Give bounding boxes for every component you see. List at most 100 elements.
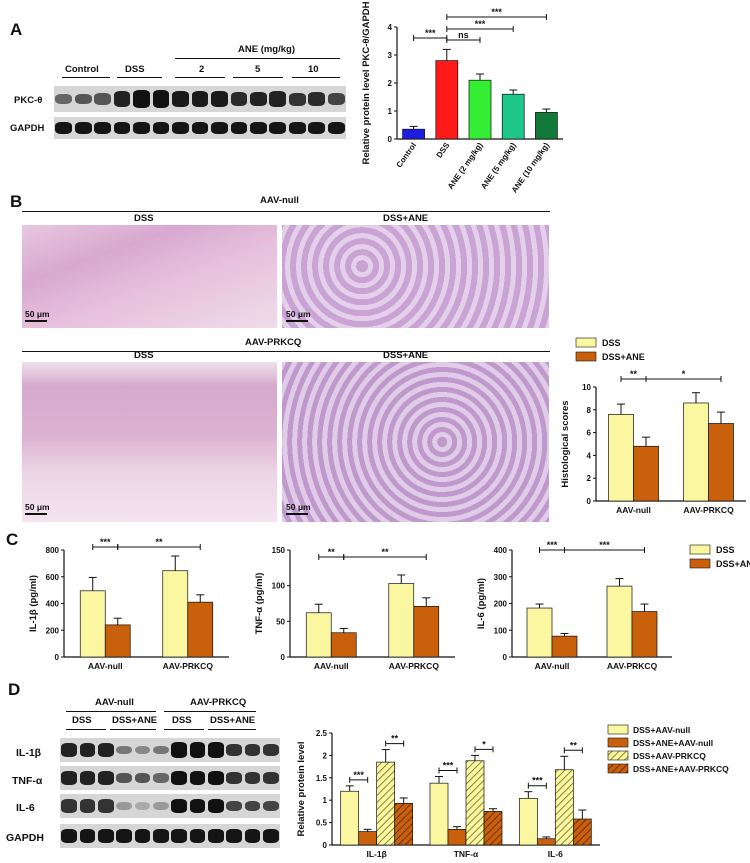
- blot-band: [171, 742, 188, 758]
- bar-AAV-PRKCQ-1: [413, 606, 440, 658]
- scalebar-label: 50 μm: [25, 309, 50, 319]
- d-row-gapdh: GAPDH: [6, 832, 44, 844]
- chart-c-tnfa: 0 50 100 150 TNF-α (pg/ml) AAV-null AAV-PRKCQ *…: [254, 546, 455, 671]
- blot-band: [152, 829, 169, 843]
- blot-band: [226, 800, 243, 812]
- y-tick-label: 400: [494, 546, 508, 555]
- group-label-aav-null: AAV-null: [260, 195, 299, 206]
- blot-band: [61, 771, 78, 785]
- blot-band: [211, 121, 228, 135]
- y-tick-label: 3: [388, 51, 393, 60]
- blot-band: [55, 94, 73, 104]
- significance-label: **: [328, 547, 336, 557]
- bar-IL-6-0: [518, 798, 538, 846]
- blot-band: [79, 742, 96, 758]
- blot-band: [262, 800, 279, 812]
- histology-image-prkcq-dssane: [282, 362, 549, 522]
- y-tick-label: 100: [494, 626, 508, 635]
- y-tick-label: 200: [494, 600, 508, 609]
- y-tick-label: 0: [587, 497, 592, 506]
- scalebar-label: 50 μm: [25, 502, 50, 512]
- bar-TNF-α-3: [483, 811, 503, 846]
- bar-IL-6-3: [572, 818, 592, 846]
- blot-band: [189, 770, 206, 786]
- label-dose-2: 2: [199, 64, 205, 75]
- legend-label: DSS: [602, 338, 621, 348]
- d-group-aav-prkcq: AAV-PRKCQ: [190, 697, 247, 708]
- blot-band: [79, 799, 96, 813]
- y-tick-label: 0: [55, 653, 60, 662]
- blot-band: [94, 93, 112, 105]
- bar-IL-1β-3: [394, 802, 414, 846]
- significance-label: ***: [491, 7, 502, 17]
- col-label-dss-1: DSS: [134, 213, 154, 224]
- x-tick-label: AAV-PRKCQ: [163, 661, 214, 671]
- blot-band: [133, 89, 150, 109]
- legend-label: DSS+AAV-null: [633, 725, 690, 735]
- legend-swatch: [575, 337, 597, 348]
- label-dss: DSS: [125, 64, 145, 75]
- y-tick-label: 8: [587, 406, 592, 415]
- y-tick-label: 800: [46, 546, 60, 555]
- y-tick-label: 0: [503, 653, 508, 662]
- blot-band: [262, 772, 279, 784]
- row-label-pkc: PKC-θ: [14, 95, 43, 106]
- blot-band: [113, 90, 131, 108]
- y-tick-label: 0.5: [316, 819, 328, 828]
- blot-band: [207, 798, 224, 814]
- blot-band: [55, 121, 73, 135]
- histology-image-null-dssane: [282, 225, 549, 328]
- row-label-gapdh: GAPDH: [10, 123, 45, 134]
- x-tick-label: AAV-null: [616, 505, 651, 515]
- y-tick-label: 4: [388, 23, 393, 32]
- blot-band: [113, 121, 131, 135]
- blot-band: [308, 91, 326, 107]
- blot-band: [97, 829, 114, 843]
- bar-AAV-null-1: [104, 624, 131, 658]
- blot-band: [134, 745, 151, 755]
- bar-AAV-PRKCQ-0: [388, 583, 415, 658]
- x-tick-label: Control: [395, 141, 419, 169]
- bar-IL-1β-1: [358, 831, 378, 846]
- legend-swatch: [689, 544, 711, 555]
- significance-label: ***: [475, 19, 486, 29]
- blot-band: [152, 773, 169, 783]
- d-row-tnfa: TNF-α: [12, 775, 43, 787]
- blot-band: [172, 91, 189, 107]
- bar-TNF-α-2: [465, 760, 485, 846]
- significance-label: ns: [458, 30, 469, 40]
- y-tick-label: 1: [323, 796, 328, 805]
- label-dose-5: 5: [255, 64, 261, 75]
- d-sub-dss-1: DSS: [72, 715, 92, 726]
- blot-band: [79, 771, 96, 785]
- blot-band: [97, 771, 114, 785]
- d-sub-dssane-1: DSS+ANE: [112, 715, 158, 726]
- significance-label: **: [391, 734, 399, 744]
- blot-band: [226, 829, 243, 843]
- y-tick-label: 50: [276, 617, 285, 626]
- bar-IL-1β-2: [376, 761, 396, 846]
- panel-letter-a: A: [10, 20, 23, 39]
- y-axis-label: TNF-α (pg/ml): [254, 573, 265, 635]
- blot-band: [244, 829, 261, 843]
- blot-band: [116, 829, 133, 843]
- y-tick-label: 1: [388, 107, 393, 116]
- x-tick-label: ANE (2 mg/kg): [446, 141, 485, 191]
- blot-band: [230, 91, 248, 107]
- blot-band: [250, 121, 267, 135]
- blot-band: [171, 798, 188, 814]
- blot-band: [327, 93, 345, 105]
- bar-AAV-PRKCQ-0: [162, 570, 189, 658]
- legend-label: DSS+ANE+AAV-PRKCQ: [633, 764, 729, 774]
- blot-band: [191, 91, 209, 107]
- y-tick-label: 1.5: [316, 774, 328, 783]
- significance-label: ***: [425, 28, 436, 38]
- y-tick-label: 4: [587, 451, 592, 460]
- blot-band: [171, 770, 188, 786]
- bar-IL-1β-0: [340, 790, 360, 846]
- x-tick-label: AAV-PRKCQ: [389, 661, 440, 671]
- legend-label: DSS+ANE+AAV-null: [633, 738, 713, 748]
- legend-swatch: [575, 351, 597, 362]
- y-tick-label: 10: [582, 383, 591, 392]
- group-label-aav-prkcq: AAV-PRKCQ: [245, 337, 302, 348]
